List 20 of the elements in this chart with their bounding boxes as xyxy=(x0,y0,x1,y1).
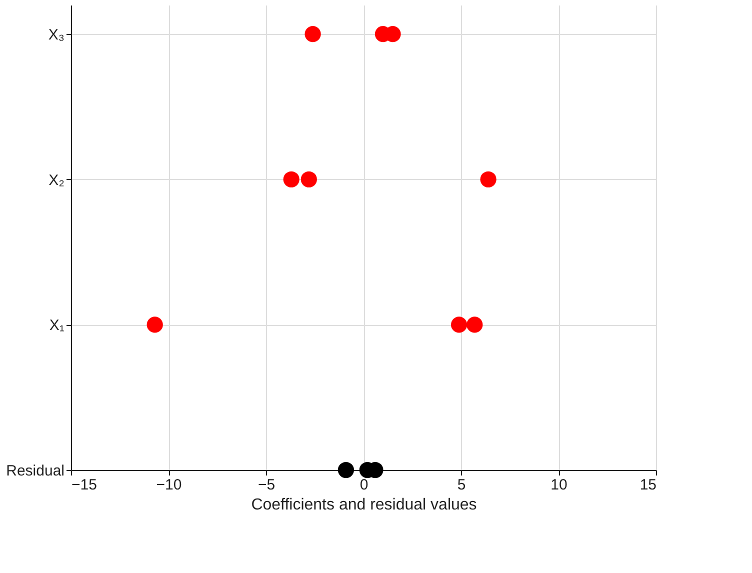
x-tick-label: 15 xyxy=(640,476,656,494)
x-tick-label: −10 xyxy=(156,476,182,494)
point xyxy=(450,316,468,333)
y-tick-label: X₁ xyxy=(49,317,64,334)
y-tick-label: X₃ xyxy=(48,26,64,44)
x-tick-label: 5 xyxy=(457,476,466,494)
x-axis-title: Coefficients and residual values xyxy=(251,496,477,514)
x-tick-label: 0 xyxy=(360,476,368,494)
point xyxy=(146,316,163,333)
point xyxy=(300,171,317,188)
point xyxy=(466,316,483,333)
x-tick-label: −5 xyxy=(258,476,276,494)
point xyxy=(338,462,354,478)
point xyxy=(283,171,300,188)
point xyxy=(480,171,496,188)
y-tick-label: Residual xyxy=(6,462,64,480)
y-tick-label: X₂ xyxy=(48,172,65,189)
x-tick-label: −15 xyxy=(72,476,97,494)
x-tick-label: 10 xyxy=(550,476,568,494)
point xyxy=(304,26,321,42)
